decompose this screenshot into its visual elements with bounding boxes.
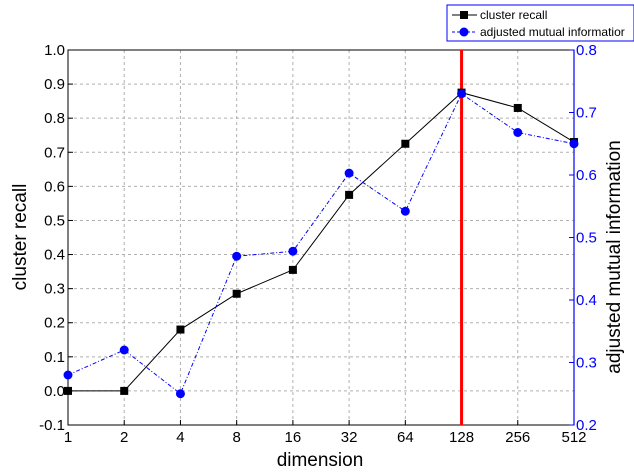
x-tick-label: 2 — [120, 429, 128, 446]
series-1-point — [345, 190, 354, 199]
legend-items: cluster recall adjusted mutual informatio… — [452, 8, 625, 39]
series-1-point — [401, 139, 410, 148]
series-1-point — [513, 103, 522, 112]
series-2-point — [457, 89, 467, 99]
x-tick-label: 8 — [232, 429, 240, 446]
y2-tick-label: 0.8 — [576, 42, 597, 59]
x-tick-label: 1 — [64, 429, 72, 446]
x-tick-label: 256 — [505, 429, 530, 446]
x-tick-label: 4 — [176, 429, 184, 446]
x-axis-title: dimension — [277, 450, 364, 471]
series-line-1 — [68, 92, 575, 392]
series-2-point — [175, 389, 185, 399]
y2-tick-label: 0.7 — [576, 105, 597, 122]
series-2-point — [288, 246, 298, 256]
y-tick-label: -0.1 — [39, 417, 65, 434]
legend-marker-1 — [460, 11, 468, 19]
series-2-point — [63, 370, 73, 380]
y-tick-label: 0.2 — [44, 315, 65, 332]
y-tick-label: 0.1 — [44, 349, 65, 366]
y2-tick-label: 0.5 — [576, 230, 597, 247]
y-tick-label: 0.0 — [44, 383, 65, 400]
series-2-point — [232, 251, 242, 261]
x-tick-label: 128 — [449, 429, 474, 446]
series-2-point — [400, 206, 410, 216]
series-2-point — [344, 168, 354, 178]
series-1-point — [176, 325, 185, 334]
series-2-point — [119, 345, 129, 355]
y2-tick-label: 0.6 — [576, 167, 597, 184]
series-1-point — [288, 265, 297, 274]
y-tick-label: 0.7 — [44, 144, 65, 161]
legend: cluster recall adjusted mutual informatio… — [446, 4, 634, 42]
grid — [68, 50, 574, 425]
x-tick-label: 512 — [561, 429, 586, 446]
y2-axis-title: adjusted mutual information — [604, 140, 625, 373]
y-tick-label: 1.0 — [44, 42, 65, 59]
y-tick-label: 0.5 — [44, 212, 65, 229]
legend-label-1: cluster recall — [480, 8, 547, 22]
legend-box — [446, 4, 634, 42]
y-tick-label: 0.8 — [44, 110, 65, 127]
series-2-point — [513, 128, 523, 137]
y-tick-label: 0.6 — [44, 178, 65, 195]
y-tick-label: 0.3 — [44, 281, 65, 298]
x-tick-label: 32 — [341, 429, 358, 446]
y-tick-label: 0.4 — [44, 247, 65, 264]
y2-tick-label: 0.4 — [576, 292, 597, 309]
legend-marker-2 — [459, 27, 469, 37]
series-1-point — [120, 386, 129, 395]
series-1-point — [232, 289, 241, 298]
y-axis-title: cluster recall — [10, 184, 31, 291]
series-group — [63, 88, 579, 399]
series-1-point — [64, 386, 72, 395]
x-tick-label: 64 — [397, 429, 414, 446]
series-line-2 — [67, 93, 575, 395]
legend-label-2: adjusted mutual informatior — [480, 25, 625, 39]
x-tick-label: 16 — [285, 429, 302, 446]
series-2-point — [569, 139, 579, 149]
y-tick-label: 0.9 — [44, 76, 65, 93]
y2-tick-label: 0.3 — [576, 355, 597, 372]
y2-tick-label: 0.2 — [576, 417, 597, 434]
ticks: 1 2 4 8 16 32 64 128 256 512 -0.1 0.0 0.1 0.2 0.3 0.4 0.… — [39, 42, 597, 446]
